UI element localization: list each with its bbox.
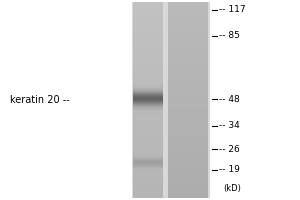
Text: -- 19: -- 19: [219, 166, 240, 174]
Text: -- 85: -- 85: [219, 31, 240, 40]
Text: -- 117: -- 117: [219, 5, 246, 15]
Text: -- 48: -- 48: [219, 95, 240, 104]
Text: keratin 20 --: keratin 20 --: [10, 95, 70, 105]
Text: -- 34: -- 34: [219, 121, 240, 130]
Text: -- 26: -- 26: [219, 144, 240, 154]
Text: (kD): (kD): [223, 184, 241, 192]
Bar: [132, 2, 210, 198]
